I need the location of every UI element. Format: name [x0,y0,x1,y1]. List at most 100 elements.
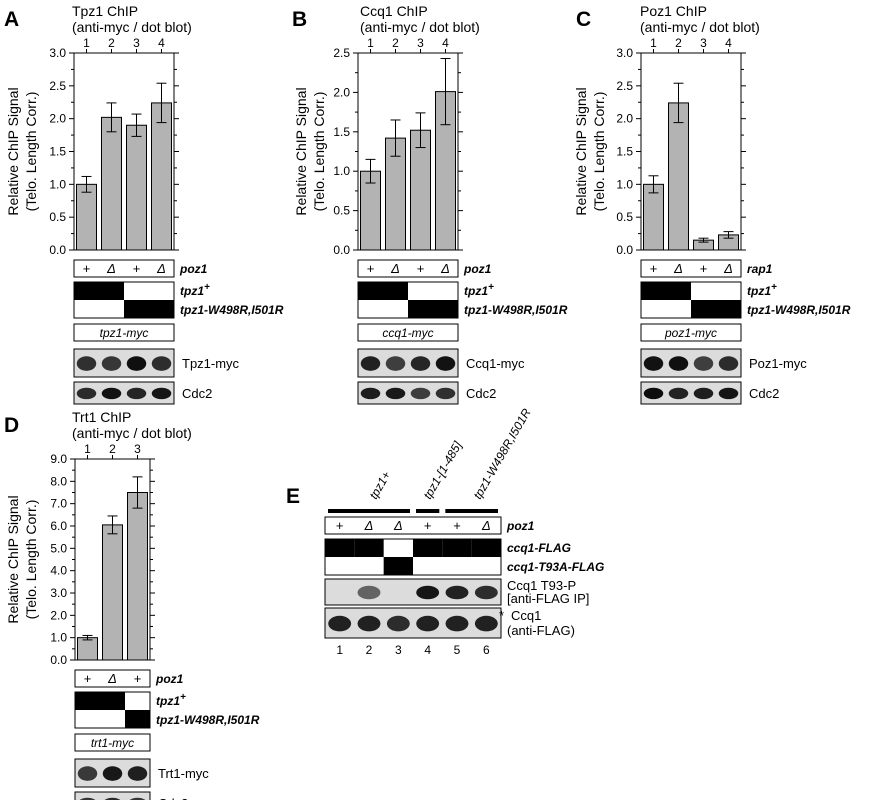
western-blot-2-band [668,387,689,400]
allele-cell [358,282,383,300]
genotype-symbol: Δ [390,261,400,276]
y-tick-label: 3.0 [616,46,633,60]
lane-number: 1 [650,36,657,50]
lane-number: 6 [483,643,490,657]
genotype-box [324,516,502,535]
lane-number: 1 [84,442,91,456]
panel-label: E [286,485,300,508]
y-tick-label: 3.0 [50,586,67,600]
western-blot-1-band [77,766,98,781]
genotype-symbol: Δ [440,261,450,276]
lane-number: 4 [424,643,431,657]
allele-cell [691,300,716,318]
plot-frame [357,52,459,251]
allele-cell [383,282,408,300]
allele-cell [413,539,443,557]
blot-1-label: Trt1-myc [158,766,209,781]
y-tick-label: 1.0 [50,631,67,645]
y-tick-label: 7.0 [50,497,67,511]
bar [151,102,172,251]
y-tick-label: 1.5 [616,145,633,159]
strain-box [74,733,151,752]
western-blot-1-band [102,766,123,781]
bar [643,183,664,251]
allele-row-2-label: tpz1-W498R,I501R [180,303,284,317]
group-label: tpz1-W498R,I501R [470,406,533,502]
panel-label: C [576,8,591,31]
genotype-symbol: Δ [393,518,403,533]
y-tick-label: 2.0 [616,112,633,126]
bar [126,124,147,251]
western-blot-total-band [445,615,469,632]
chart-subtitle: (anti-myc / dot blot) [72,425,192,441]
allele-row-1-label: tpz1+ [747,282,777,298]
genotype-symbol: Δ [673,261,683,276]
chart-title: Ccq1 ChIP [360,3,428,19]
allele-cell [354,539,384,557]
allele-row-1-sup: + [488,282,494,293]
allele-row-1-label: tpz1+ [464,282,494,298]
western-blot-2 [73,381,175,405]
y-axis-label: Relative ChIP Signal [5,495,21,623]
lane-number: 2 [675,36,682,50]
lane-number: 1 [83,36,90,50]
allele-cell [124,300,149,318]
y-tick-label: 1.5 [49,145,66,159]
western-blot-2 [357,381,459,405]
y-tick-label: 2.5 [49,79,66,93]
genotype-symbol: + [336,518,344,533]
genotype-box [640,259,742,278]
y-tick-label: 2.0 [49,112,66,126]
western-blot-2-band [126,387,147,400]
western-blot-2-band [360,387,381,400]
western-blot-phospho [324,578,502,606]
western-blot-2-band [435,387,456,400]
genotype-symbol: + [650,261,658,276]
lane-number: 2 [366,643,373,657]
western-blot-2-band [718,387,739,400]
y-tick-label: 3.0 [49,46,66,60]
allele-cell [471,539,501,557]
allele-row-1-name: tpz1 [156,694,180,708]
genotype-gene-label: poz1 [179,262,208,276]
plot-frame [640,52,742,251]
y-axis-label: Relative ChIP Signal [293,87,309,215]
western-blot-total-band [357,615,381,632]
strain-label: tpz1-myc [100,326,149,340]
lane-number: 3 [134,442,141,456]
panel-a: A Tpz1 ChIP(anti-myc / dot blot) Relative … [4,3,284,405]
western-blot-2-band [410,387,431,400]
y-tick-label: 2.0 [50,608,67,622]
y-tick-label: 9.0 [50,452,67,466]
western-blot-1-band [101,356,122,371]
y-tick-label: 1.0 [49,177,66,191]
genotype-symbol: + [453,518,461,533]
genotype-box [73,259,175,278]
blot-2-label-line-1: Ccq1 [511,608,541,623]
bar [76,183,97,251]
genotype-symbol: Δ [481,518,491,533]
blot-1-label: Tpz1-myc [182,356,240,371]
blot-1-label: Ccq1-myc [466,356,525,371]
blot-1-label-line-2: [anti-FLAG IP] [507,591,589,606]
bar [102,524,123,661]
group-label: tpz1-[1-485] [420,438,464,501]
genotype-gene-label: poz1 [155,672,184,686]
allele-row-2-label: tpz1-W498R,I501R [747,303,851,317]
western-blot-1-band [410,356,431,371]
strain-label: poz1-myc [664,326,717,340]
lane-number: 5 [454,643,461,657]
genotype-symbol: Δ [364,518,374,533]
genotype-symbol: + [367,261,375,276]
chart-subtitle: (anti-myc / dot blot) [72,19,192,35]
allele-cell [100,692,125,710]
y-tick-label: 1.0 [616,177,633,191]
allele-row-1-name: tpz1 [747,284,771,298]
western-blot-2-band [104,797,121,800]
bar [410,129,431,251]
y-tick-label: 1.5 [333,125,350,139]
western-blot-total [324,607,502,639]
allele-cell [74,282,99,300]
